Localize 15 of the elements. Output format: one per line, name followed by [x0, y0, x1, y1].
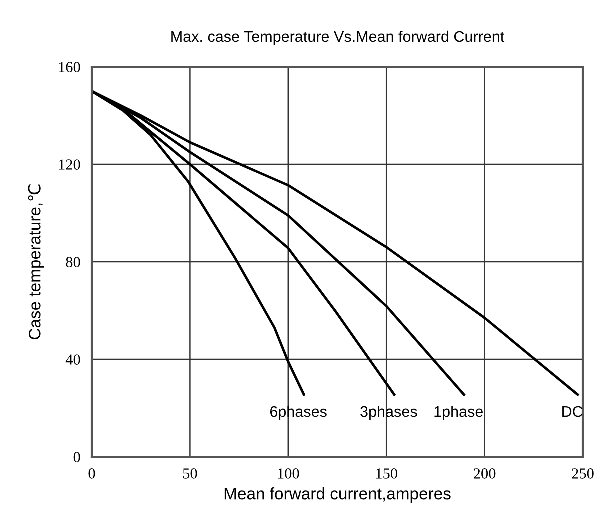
y-tick-label: 40 [66, 354, 80, 365]
x-axis-title: Mean forward current,amperes [224, 488, 451, 504]
x-tick-label: 50 [183, 468, 198, 479]
x-tick-label: 250 [572, 468, 594, 479]
y-axis-title: Case temperature,℃ [28, 184, 44, 340]
x-tick-label: 0 [88, 468, 96, 479]
x-tick-label: 100 [278, 468, 300, 479]
chart-title: Max. case Temperature Vs.Mean forward Current [172, 30, 505, 46]
y-tick-label: 120 [59, 160, 80, 170]
x-tick-label: 150 [376, 468, 398, 479]
y-tick-label: 160 [59, 62, 80, 72]
x-tick-label: 200 [474, 468, 496, 479]
series-label: 1phase [434, 406, 484, 420]
y-tick-label: 80 [66, 257, 80, 268]
y-tick-label: 0 [74, 452, 80, 462]
